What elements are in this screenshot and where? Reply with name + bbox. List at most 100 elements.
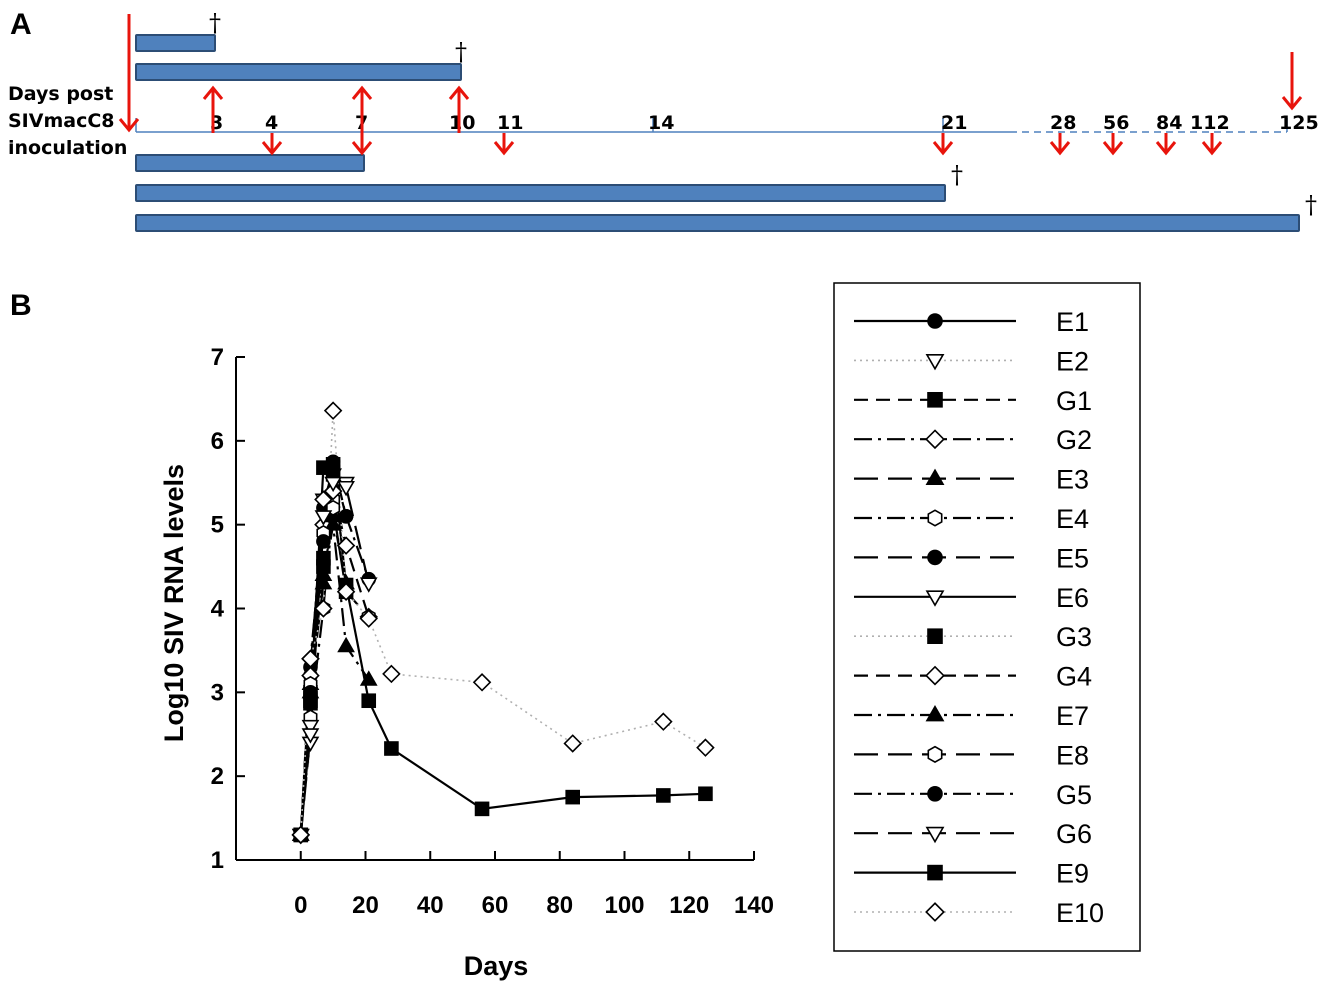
data-point-e9	[656, 788, 671, 803]
legend-marker-e6	[925, 590, 945, 607]
series-line-e9	[299, 462, 706, 835]
up-arrow-head	[202, 85, 224, 100]
x-tick-label: 20	[352, 892, 379, 919]
y-tick-label: 3	[211, 679, 224, 706]
legend-label-e9: E9	[1056, 859, 1089, 889]
data-point-e7	[359, 670, 378, 686]
down-arrow-head	[1102, 141, 1124, 156]
series-markers	[291, 401, 715, 845]
day-label: 14	[648, 112, 674, 134]
necropsy-bars: † † † †	[135, 9, 1317, 232]
caption-line-1: Days post	[8, 83, 113, 105]
axes: 1 2 3 4 5 6 7 0 20 40 60 80 100 120 140	[211, 344, 774, 919]
down-arrow-head	[493, 141, 515, 156]
data-point-e7	[324, 515, 342, 531]
legend-label-g3: G3	[1056, 622, 1092, 652]
dagger-mark: †	[951, 161, 963, 189]
panel-b-letter: B	[10, 289, 32, 322]
legend-label-e7: E7	[1056, 701, 1089, 731]
data-point-g6	[301, 728, 320, 744]
down-arrow-end-head	[1281, 96, 1303, 111]
legend-marker-e8	[927, 745, 943, 764]
x-tick-label: 40	[417, 892, 444, 919]
data-point-e10	[336, 582, 356, 601]
legend-label-g2: G2	[1056, 425, 1092, 455]
legend-marker-e9	[927, 864, 943, 881]
data-point-e10	[291, 825, 311, 845]
legend-box	[833, 282, 1141, 952]
down-arrow-head	[261, 141, 283, 156]
series-line-e10	[300, 410, 706, 835]
dagger-mark: †	[455, 38, 467, 66]
x-tick-label: 140	[734, 892, 774, 919]
down-arrow-head	[1155, 141, 1177, 156]
legend-label-e1: E1	[1056, 307, 1089, 337]
sampling-arrows	[118, 14, 1303, 156]
bar-below	[135, 214, 1300, 232]
day-label: 28	[1050, 112, 1076, 134]
legend-marker-g5	[927, 785, 943, 802]
data-point-e10	[472, 673, 492, 692]
legend-marker-g3	[927, 628, 943, 645]
data-point-e10	[382, 664, 401, 684]
y-tick-label: 4	[211, 596, 225, 623]
timeline: 34710111421285684112125	[135, 112, 1319, 134]
data-point-g5	[316, 534, 331, 549]
data-point-e9	[303, 695, 318, 711]
data-point-e10	[696, 738, 715, 757]
down-arrow-head	[932, 141, 954, 156]
legend-label-g5: G5	[1056, 780, 1092, 810]
bar-below	[135, 184, 946, 202]
day-label: 84	[1156, 112, 1182, 134]
day-label: 11	[497, 112, 523, 134]
day-label: 10	[449, 112, 475, 134]
y-tick-label: 6	[211, 428, 224, 455]
data-point-e9	[361, 693, 377, 709]
legend-label-g4: G4	[1056, 662, 1092, 692]
down-arrow-head	[1049, 141, 1071, 156]
data-point-e9	[384, 741, 399, 756]
timeline-caption: Days post SIVmacC8 inoculation	[8, 83, 127, 159]
data-point-e9	[565, 789, 581, 805]
legend: E1 E2 G1 G2 E3 E4 E5 E6 G3 G4 E7 E8 G5 G6 E9 E10	[833, 282, 1141, 952]
x-tick-label: 60	[482, 892, 509, 919]
data-point-e10	[359, 609, 378, 628]
legend-marker-e5	[927, 549, 943, 566]
day-label: 56	[1103, 112, 1129, 134]
up-arrow-head	[351, 85, 373, 100]
x-axis-title: Days	[464, 951, 529, 981]
down-arrow-start-head	[118, 118, 140, 133]
data-point-g4	[336, 536, 356, 555]
legend-label-e8: E8	[1056, 740, 1089, 770]
caption-line-2: SIVmacC8	[8, 110, 115, 132]
legend-marker-e3	[925, 468, 945, 486]
day-label: 125	[1279, 112, 1319, 134]
day-label: 112	[1190, 112, 1230, 134]
y-tick-label: 1	[211, 847, 224, 874]
x-tick-label: 0	[294, 892, 307, 919]
viral-load-plot: 1 2 3 4 5 6 7 0 20 40 60 80 100 120 140 Days Log10 SIV…	[159, 344, 774, 981]
x-tick-label: 100	[604, 892, 644, 919]
data-point-g3	[316, 550, 331, 566]
data-point-g6	[337, 480, 355, 497]
panel-a-letter: A	[10, 8, 32, 41]
data-point-e9	[474, 801, 490, 817]
down-arrow-head	[1201, 141, 1223, 156]
legend-marker-g4	[925, 665, 945, 686]
legend-marker-e4	[927, 509, 943, 527]
up-arrow-head	[448, 85, 470, 100]
data-point-g6	[359, 577, 378, 593]
dagger-mark: †	[1305, 191, 1317, 219]
legend-label-e10: E10	[1056, 898, 1104, 928]
dagger-mark: †	[209, 9, 221, 37]
x-tick-label: 80	[546, 892, 573, 919]
x-tick-label: 120	[669, 892, 709, 919]
day-label: 4	[265, 112, 278, 134]
data-point-e6	[301, 719, 320, 736]
legend-label-g6: G6	[1056, 819, 1092, 849]
series-lines	[299, 410, 706, 836]
series-line-g6	[299, 481, 370, 836]
data-point-g5	[338, 508, 354, 524]
legend-label-e2: E2	[1056, 346, 1089, 376]
